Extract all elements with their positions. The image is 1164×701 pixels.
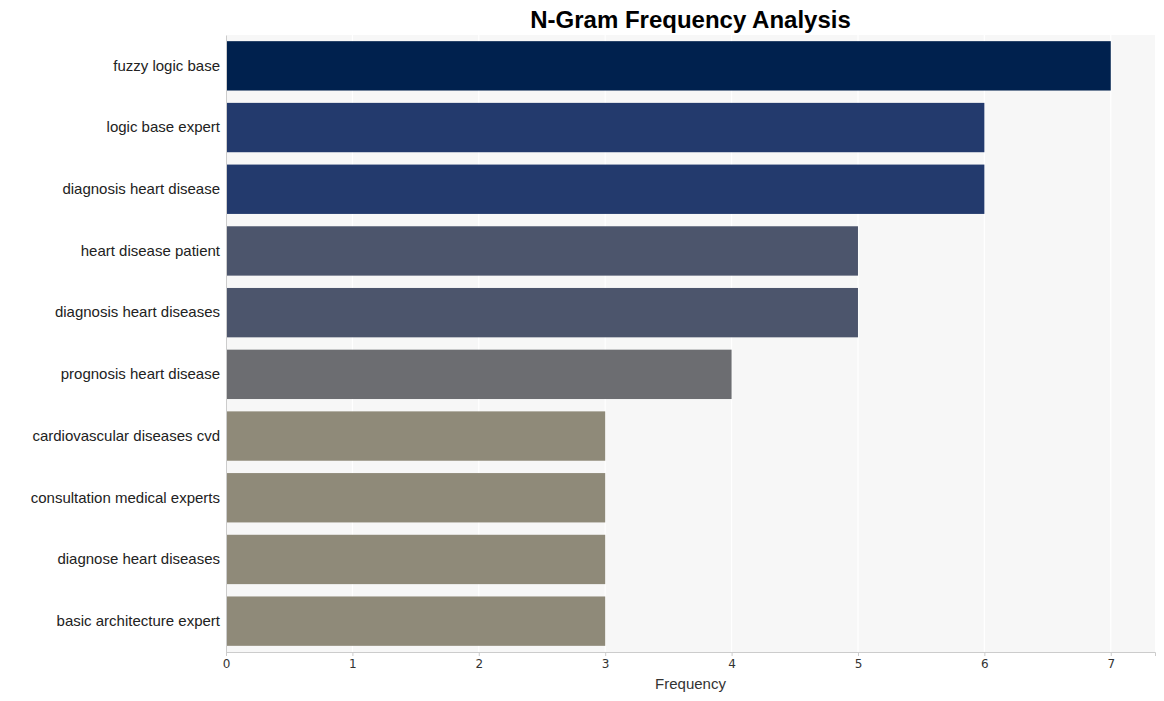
x-tick-label: 4: [728, 657, 736, 671]
y-tick: prognosis heart disease: [61, 365, 226, 382]
x-tick-label: 6: [981, 657, 989, 671]
bar: [226, 411, 605, 460]
x-tick-mark: [352, 652, 353, 656]
x-tick-mark: [732, 652, 733, 656]
grid-line: [1110, 35, 1111, 652]
x-tick: 0: [223, 652, 231, 671]
x-axis-title: Frequency: [655, 675, 726, 692]
grid: [226, 35, 1111, 652]
y-tick-label: consultation medical experts: [31, 489, 220, 506]
y-tick-label: fuzzy logic base: [113, 57, 220, 74]
x-axis-line: [227, 653, 1156, 657]
y-tick: logic base expert: [107, 118, 226, 135]
bar: [226, 103, 984, 152]
y-tick-label: prognosis heart disease: [61, 365, 220, 382]
chart: 0 1 2 3 4 5 6 7 fuzzy logic base logic base exper…: [0, 0, 1164, 701]
y-tick: cardiovascular diseases cvd: [32, 427, 226, 444]
y-tick-label: basic architecture expert: [57, 612, 221, 629]
y-tick: diagnosis heart diseases: [55, 303, 226, 320]
plot: 0 1 2 3 4 5 6 7 fuzzy logic base logic base exper…: [31, 35, 1156, 671]
bars: [226, 41, 1111, 646]
bar: [226, 41, 1111, 90]
x-tick-mark: [605, 652, 606, 656]
y-tick-label: heart disease patient: [81, 242, 221, 259]
y-axis-line: [226, 36, 227, 653]
x-tick-label: 5: [855, 657, 863, 671]
x-tick: 2: [475, 652, 483, 671]
y-tick: fuzzy logic base: [113, 57, 226, 74]
y-tick-label: diagnosis heart disease: [62, 180, 220, 197]
x-tick-mark: [479, 652, 480, 656]
title: N-Gram Frequency Analysis: [530, 6, 851, 33]
x-tick: 1: [349, 652, 357, 671]
x-tick-label: 2: [475, 657, 483, 671]
bar: [226, 288, 858, 337]
y-tick: diagnose heart diseases: [57, 550, 226, 567]
x-tick: 4: [728, 652, 736, 671]
y-tick-label: logic base expert: [107, 118, 221, 135]
x-tick: 6: [981, 652, 989, 671]
x-tick: 5: [855, 652, 863, 671]
x-tick: 3: [602, 652, 610, 671]
bar: [226, 535, 605, 584]
x-tick-label: 1: [349, 657, 357, 671]
y-tick: consultation medical experts: [31, 489, 226, 506]
bar: [226, 473, 605, 522]
grid-line: [225, 35, 226, 652]
bar: [226, 596, 605, 645]
bar: [226, 350, 732, 399]
x-tick-label: 0: [223, 657, 231, 671]
plot-background: [226, 35, 1155, 652]
x-tick-mark: [858, 652, 859, 656]
x-tick-label: 3: [602, 657, 610, 671]
y-tick: heart disease patient: [81, 242, 226, 259]
y-tick: diagnosis heart disease: [62, 180, 226, 197]
y-tick: basic architecture expert: [57, 612, 226, 629]
x-tick-label: 7: [1107, 657, 1115, 671]
bar: [226, 226, 858, 275]
x-tick-mark: [1111, 652, 1112, 656]
x-tick: 7: [1107, 652, 1115, 671]
bar: [226, 165, 984, 214]
y-tick-label: cardiovascular diseases cvd: [32, 427, 220, 444]
x-tick-mark: [984, 652, 985, 656]
y-tick-label: diagnosis heart diseases: [55, 303, 220, 320]
y-tick-label: diagnose heart diseases: [57, 550, 220, 567]
x-axis: 0 1 2 3 4 5 6 7: [223, 652, 1156, 671]
y-axis: fuzzy logic base logic base expert diagnos…: [31, 36, 227, 653]
x-tick-mark: [226, 652, 227, 656]
